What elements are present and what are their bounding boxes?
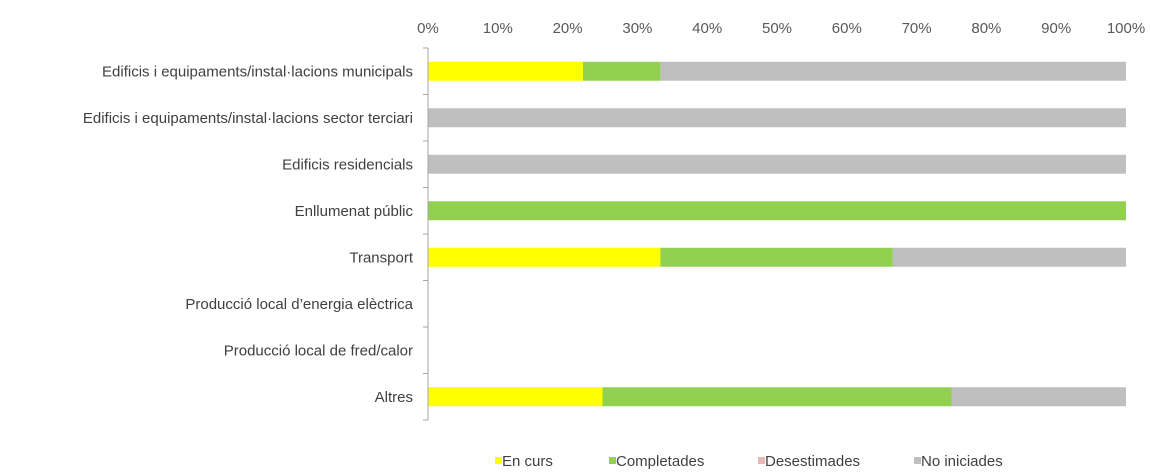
category-label: Producció local de fred/calor	[224, 342, 413, 359]
legend-label-en-curs: En curs	[502, 453, 553, 470]
x-tick-label: 60%	[832, 20, 862, 37]
legend-swatch-en-curs	[495, 457, 502, 464]
bar-completades	[660, 247, 893, 267]
bar-completades	[602, 387, 952, 407]
bar-no-iniciades	[892, 247, 1126, 267]
x-axis-ticks: 0% 10% 20% 30% 40% 50% 60% 70% 80% 90% 100%	[417, 20, 1145, 37]
bar-completades	[582, 61, 661, 81]
bar-en-curs	[428, 247, 661, 267]
x-tick-label: 10%	[483, 20, 513, 37]
category-label: Edificis residencials	[282, 156, 413, 173]
bar-en-curs	[428, 61, 583, 81]
legend-label-completades: Completades	[616, 453, 704, 470]
x-tick-label: 20%	[553, 20, 583, 37]
axes-group	[423, 47, 429, 421]
x-tick-label: 30%	[622, 20, 652, 37]
x-tick-label: 50%	[762, 20, 792, 37]
legend-swatch-no-iniciades	[914, 457, 921, 464]
legend-swatch-completades	[609, 457, 616, 464]
x-tick-label: 0%	[417, 20, 439, 37]
category-label: Producció local d’energia elèctrica	[185, 296, 413, 313]
x-tick-label: 40%	[692, 20, 722, 37]
bar-no-iniciades	[951, 387, 1126, 407]
category-label: Edificis i equipaments/instal·lacions mu…	[102, 63, 413, 80]
x-tick-label: 80%	[971, 20, 1001, 37]
bar-no-iniciades	[428, 154, 1126, 174]
legend-label-no-iniciades: No iniciades	[921, 453, 1003, 470]
category-labels: Edificis i equipaments/instal·lacions mu…	[83, 63, 414, 406]
category-label: Transport	[349, 249, 413, 266]
legend-swatch-desestimades	[758, 457, 765, 464]
legend: En curs Completades Desestimades No iniciad…	[495, 453, 1003, 470]
legend-label-desestimades: Desestimades	[765, 453, 860, 470]
bar-en-curs	[428, 387, 603, 407]
bar-no-iniciades	[428, 108, 1126, 128]
x-tick-label: 90%	[1041, 20, 1071, 37]
category-label: Enllumenat públic	[295, 203, 414, 220]
category-label: Edificis i equipaments/instal·lacions se…	[83, 110, 413, 127]
category-label: Altres	[375, 389, 413, 406]
bar-no-iniciades	[660, 61, 1126, 81]
x-tick-label: 70%	[902, 20, 932, 37]
x-tick-label: 100%	[1107, 20, 1145, 37]
bars-group	[428, 61, 1126, 407]
bar-completades	[428, 201, 1126, 221]
